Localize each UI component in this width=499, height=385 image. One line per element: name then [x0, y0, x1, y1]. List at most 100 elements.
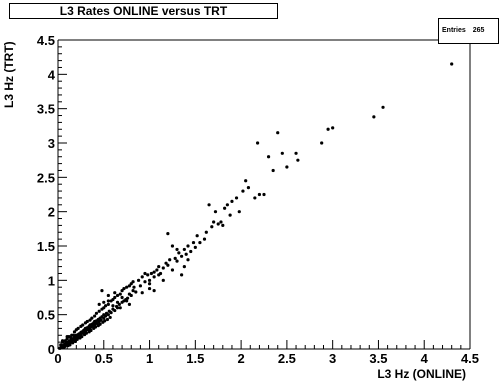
data-point — [106, 299, 110, 303]
data-point — [125, 285, 129, 289]
data-point — [257, 192, 262, 197]
y-axis-label: L3 Hz (TRT) — [2, 41, 16, 108]
data-point — [89, 328, 93, 333]
x-tick-label: 0 — [54, 351, 61, 366]
data-point — [166, 232, 170, 236]
data-point — [372, 115, 376, 119]
data-point — [88, 318, 92, 322]
data-point — [161, 278, 165, 282]
data-point — [320, 141, 324, 145]
data-point — [118, 306, 122, 310]
data-point — [177, 251, 181, 255]
data-point — [102, 300, 106, 304]
data-point — [134, 290, 138, 294]
data-point — [80, 335, 84, 339]
data-point — [186, 258, 190, 262]
data-point — [189, 249, 193, 254]
y-tick-label: 1 — [48, 273, 55, 288]
data-point — [195, 234, 199, 238]
data-point — [143, 280, 147, 284]
data-point — [106, 302, 110, 306]
y-tick-label: 1.5 — [37, 239, 55, 254]
x-axis-label: L3 Hz (ONLINE) — [377, 367, 466, 381]
data-point — [97, 309, 101, 313]
data-point — [129, 293, 133, 298]
data-point — [84, 331, 88, 335]
data-point — [221, 223, 225, 227]
stats-entries-value: 265 — [472, 27, 485, 34]
data-point — [246, 186, 251, 190]
data-point — [76, 326, 80, 330]
data-point — [105, 317, 110, 322]
axis-ticks: 0 0.5 1 1.5 2 2.5 3 3.5 4 4.5 0 0.5 1 1.5 2 2.5 3 3.5 4 4.5 — [37, 33, 479, 366]
plot-axes — [57, 39, 471, 350]
data-point — [175, 247, 179, 252]
data-point — [103, 319, 107, 323]
data-point — [244, 179, 248, 183]
data-point — [136, 278, 141, 282]
data-point — [71, 341, 75, 345]
data-point — [296, 158, 300, 162]
data-point — [113, 291, 117, 295]
y-tick-label: 2.5 — [37, 170, 55, 185]
data-point — [102, 306, 106, 310]
data-point — [62, 345, 67, 349]
data-point — [94, 311, 99, 315]
data-point — [147, 282, 152, 286]
data-point — [166, 263, 170, 267]
data-point — [104, 314, 108, 318]
data-point — [198, 240, 202, 245]
data-point — [132, 285, 136, 289]
data-point — [168, 258, 172, 262]
data-point — [115, 306, 120, 310]
data-point — [225, 203, 229, 207]
data-point — [182, 265, 186, 269]
x-tick-label: 0.5 — [95, 351, 113, 366]
data-point — [152, 289, 156, 293]
data-point — [147, 286, 152, 291]
data-point — [294, 151, 298, 155]
data-point — [120, 289, 124, 293]
data-point — [285, 165, 289, 169]
data-point — [216, 222, 220, 226]
data-point — [331, 126, 335, 130]
data-point — [115, 300, 120, 304]
data-point — [149, 271, 153, 276]
data-point — [72, 330, 77, 334]
data-point — [115, 293, 120, 298]
data-point — [65, 335, 69, 339]
data-point — [253, 196, 257, 200]
data-point — [173, 256, 177, 260]
data-point — [326, 127, 330, 131]
data-point — [131, 280, 135, 284]
data-point — [106, 293, 110, 298]
data-point — [193, 245, 197, 249]
data-point — [186, 244, 190, 248]
data-point — [63, 339, 67, 343]
data-point — [212, 220, 216, 224]
data-point — [202, 237, 207, 241]
data-point — [127, 284, 132, 288]
data-point — [191, 240, 196, 245]
data-point — [182, 247, 186, 252]
data-point — [146, 273, 150, 277]
data-point — [98, 322, 102, 326]
data-point — [155, 268, 159, 272]
data-point — [97, 302, 101, 306]
data-point — [125, 299, 129, 303]
data-point — [228, 213, 232, 217]
data-point — [113, 308, 117, 313]
x-tick-label: 3.5 — [369, 351, 387, 366]
data-point — [131, 289, 135, 293]
data-point — [170, 244, 175, 248]
data-point — [93, 314, 97, 318]
data-point — [381, 105, 385, 109]
data-point — [120, 295, 124, 300]
data-point — [140, 291, 144, 295]
data-point — [129, 282, 133, 286]
data-point — [66, 343, 70, 348]
x-tick-label: 1.5 — [186, 351, 204, 366]
data-point — [138, 284, 142, 288]
data-point — [100, 289, 104, 293]
